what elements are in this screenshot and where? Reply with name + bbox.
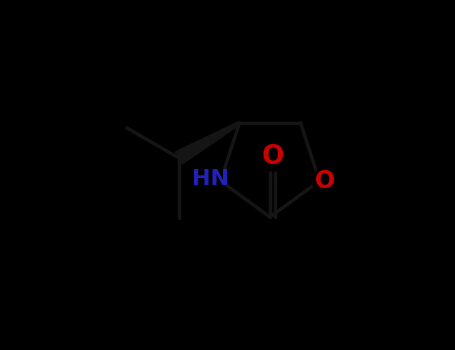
Circle shape (259, 143, 287, 171)
Text: O: O (262, 144, 284, 170)
Text: O: O (314, 169, 334, 193)
Circle shape (313, 169, 336, 193)
Circle shape (195, 163, 227, 195)
Polygon shape (175, 122, 240, 164)
Text: HN: HN (192, 169, 229, 189)
